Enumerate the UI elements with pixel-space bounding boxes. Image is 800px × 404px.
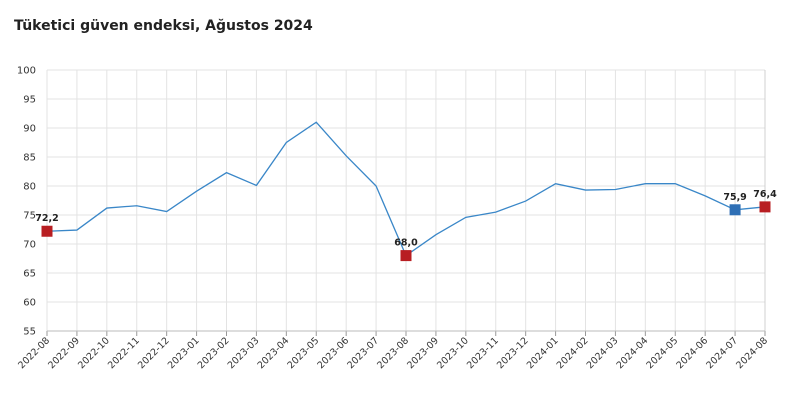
data-label: 76,4 [753,189,777,200]
x-tick-label: 2023-09 [405,335,441,371]
data-point-marker [41,225,53,237]
x-tick-label: 2024-08 [734,335,770,371]
x-tick-label: 2024-03 [585,335,621,371]
x-tick-label: 2024-07 [704,335,740,371]
data-point-marker [400,250,412,262]
chart-title: Tüketici güven endeksi, Ağustos 2024 [14,18,313,34]
x-tick-label: 2022-12 [136,335,172,371]
y-tick-label: 100 [17,66,36,77]
data-point-marker [729,204,741,216]
data-label: 75,9 [723,192,746,203]
x-tick-label: 2023-12 [495,335,531,371]
y-tick-label: 75 [23,211,36,222]
y-tick-label: 90 [23,124,36,135]
x-tick-label: 2023-01 [166,335,202,371]
y-tick-label: 85 [23,153,36,164]
x-tick-label: 2023-08 [375,335,411,371]
x-tick-label: 2024-06 [674,335,710,371]
x-tick-label: 2023-02 [196,335,232,371]
data-point-marker [759,201,771,213]
x-tick-label: 2024-04 [615,335,651,371]
data-label: 68,0 [394,238,418,249]
y-tick-label: 95 [23,95,36,106]
x-tick-label: 2022-08 [16,335,52,371]
x-tick-label: 2022-11 [106,335,142,371]
x-tick-label: 2024-02 [555,335,591,371]
x-tick-label: 2024-01 [525,335,561,371]
x-tick-label: 2024-05 [645,335,681,371]
x-tick-label: 2023-07 [345,335,381,371]
x-tick-label: 2023-06 [315,335,351,371]
x-tick-label: 2023-10 [435,335,471,371]
y-tick-label: 80 [23,182,36,193]
x-tick-label: 2023-03 [226,335,262,371]
x-tick-label: 2023-11 [465,335,501,371]
x-tick-label: 2023-04 [256,335,292,371]
y-tick-label: 55 [23,327,36,338]
x-tick-label: 2022-09 [46,335,82,371]
x-tick-label: 2022-10 [76,335,112,371]
y-tick-label: 65 [23,269,36,280]
y-tick-label: 60 [23,298,36,309]
y-tick-label: 70 [23,240,36,251]
data-label: 72,2 [35,213,58,224]
x-tick-label: 2023-05 [286,335,322,371]
